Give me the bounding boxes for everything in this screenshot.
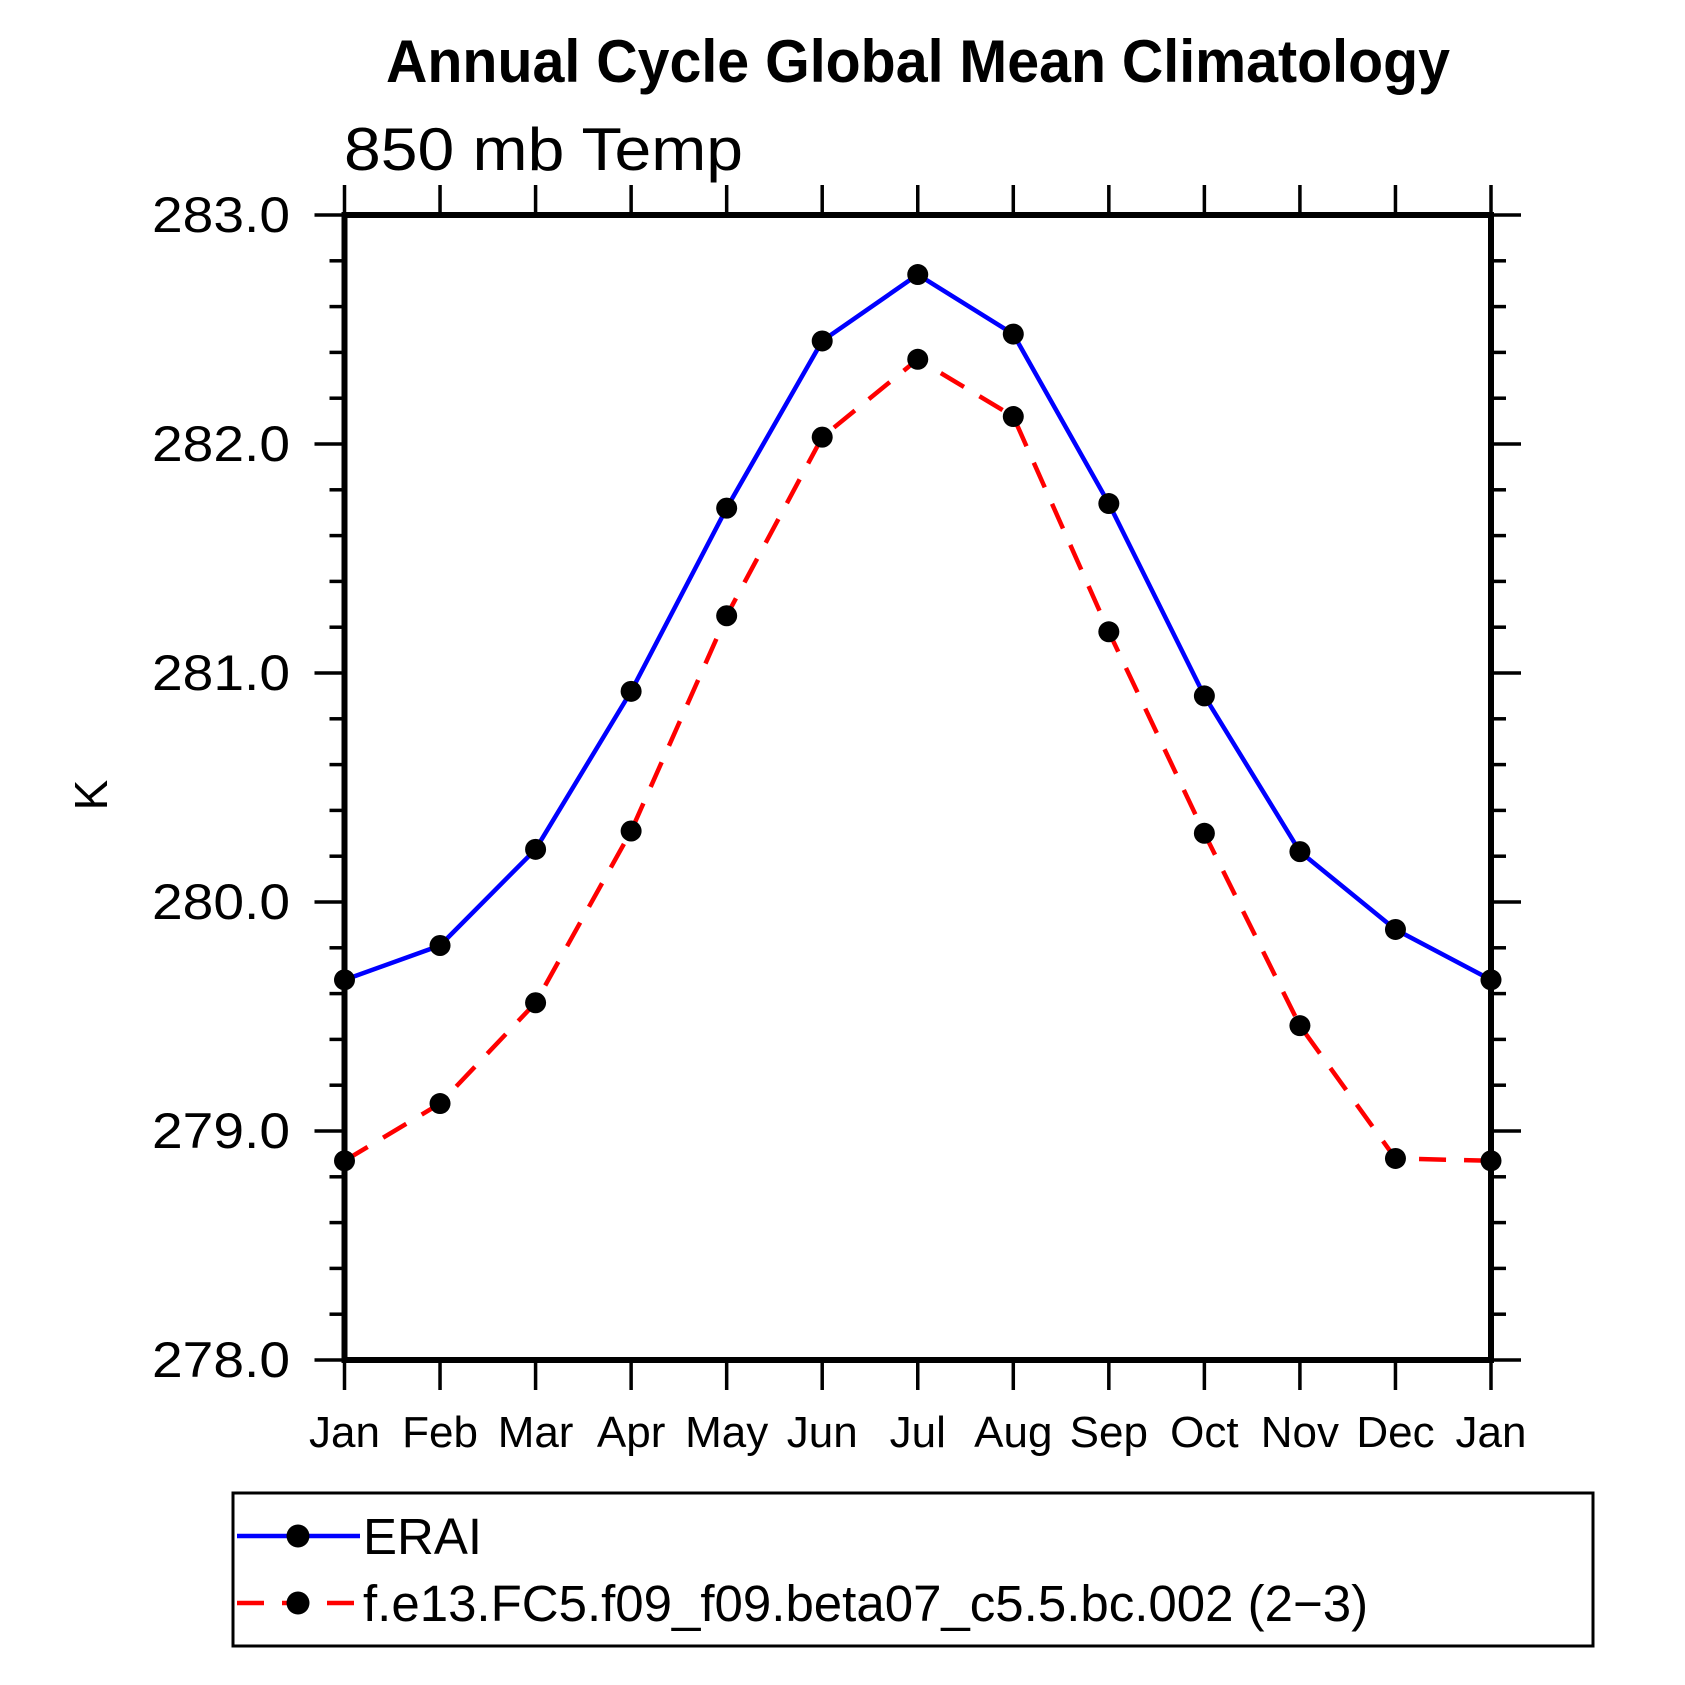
x-tick-label: Sep [1070, 1408, 1148, 1457]
data-point-marker [1289, 1015, 1311, 1037]
y-tick-label: 282.0 [152, 416, 290, 472]
data-point-marker [1002, 323, 1024, 345]
x-tick-label: Jan [1456, 1408, 1527, 1457]
data-point-marker [334, 1150, 355, 1172]
y-tick-label: 281.0 [152, 645, 290, 701]
data-point-marker [525, 838, 547, 860]
x-tick-label: Jan [309, 1408, 380, 1457]
x-tick-label: Oct [1170, 1408, 1238, 1457]
x-tick-label: Apr [597, 1408, 665, 1457]
data-point-marker [334, 969, 355, 991]
data-point-marker [1098, 621, 1120, 643]
data-point-marker [907, 348, 929, 370]
x-tick-label: Dec [1356, 1408, 1434, 1457]
x-tick-label: May [685, 1408, 768, 1457]
x-tick-label: Nov [1261, 1408, 1339, 1457]
legend-sample-marker [286, 1524, 310, 1548]
data-point-marker [620, 680, 642, 702]
data-point-marker [1193, 685, 1215, 707]
data-point-marker [811, 330, 833, 352]
x-tick-label: Mar [498, 1408, 574, 1457]
x-tick-label: Feb [402, 1408, 478, 1457]
legend-label: ERAI [363, 1508, 482, 1565]
series-line-solid [343, 271, 1493, 982]
data-point-marker [1480, 969, 1502, 991]
legend-box [231, 1491, 1595, 1648]
legend: ERAI f.e13.FC5.f09_f09.beta07_c5.5.bc.002… [231, 1491, 1595, 1648]
data-point-marker [1098, 493, 1120, 515]
data-point-marker [429, 1093, 451, 1115]
data-point-marker [716, 605, 738, 627]
chart-title: Annual Cycle Global Mean Climatology [386, 28, 1451, 95]
data-point-marker [1384, 1147, 1406, 1169]
y-axis-label: K [65, 779, 117, 810]
data-point-marker [1480, 1150, 1502, 1172]
y-tick-label: 279.0 [152, 1103, 290, 1159]
data-point-marker [620, 820, 642, 842]
series-line-dashed [343, 356, 1492, 1164]
y-tick-labels: 278.0 279.0 280.0 281.0 282.0 283.0 [152, 187, 290, 1388]
data-series [334, 264, 1502, 1172]
legend-sample-marker [286, 1591, 310, 1615]
x-tick-labels: Jan Feb Mar Apr May Jun Jul Aug Sep Oct Nov Dec Jan [309, 1408, 1526, 1457]
data-point-marker [525, 992, 547, 1014]
chart-subtitle: 850 mb Temp [344, 116, 743, 183]
axes [341, 212, 1494, 1363]
data-point-marker [429, 935, 451, 957]
y-tick-label: 278.0 [152, 1332, 290, 1388]
y-tick-label: 283.0 [152, 187, 290, 243]
y-tick-label: 280.0 [152, 874, 290, 930]
x-tick-label: Jun [787, 1408, 858, 1457]
data-point-marker [716, 497, 738, 519]
data-point-marker [1384, 918, 1406, 940]
data-point-marker [1289, 841, 1311, 863]
legend-label: f.e13.FC5.f09_f09.beta07_c5.5.bc.002 (2−… [363, 1575, 1368, 1632]
x-tick-label: Jul [890, 1408, 946, 1457]
data-point-marker [1193, 822, 1215, 844]
x-tick-label: Aug [974, 1408, 1052, 1457]
data-point-marker [1002, 406, 1024, 428]
data-point-marker [907, 264, 929, 286]
data-point-marker [811, 426, 833, 448]
axis-ticks [314, 185, 1521, 1390]
